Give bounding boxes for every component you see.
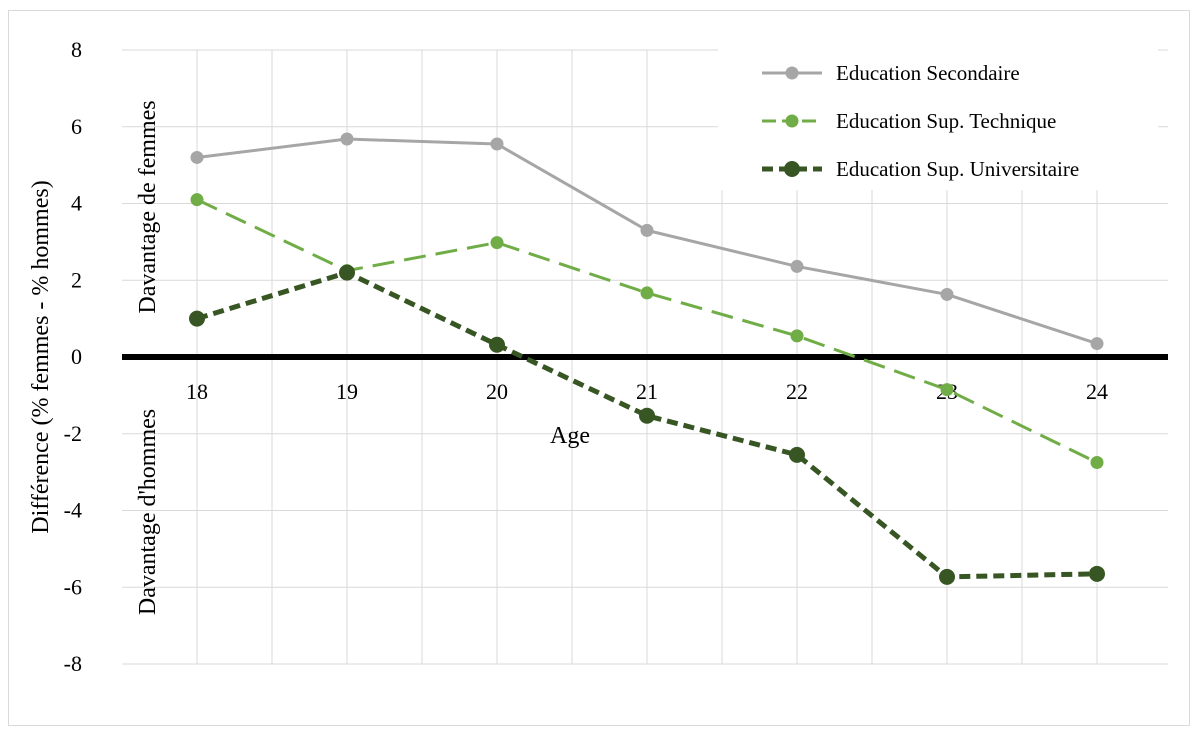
data-point (640, 286, 654, 300)
annotation-more-men: Davantage d'hommes (135, 409, 161, 615)
y-tick-label: 8 (71, 37, 82, 62)
y-tick-label: 2 (71, 267, 82, 292)
y-tick-label: 6 (71, 114, 82, 139)
legend-label: Education Secondaire (836, 61, 1020, 85)
annotation-more-women: Davantage de femmes (135, 100, 161, 313)
legend: Education Secondaire Education Sup. Techn… (718, 42, 1158, 190)
x-tick-label: 22 (786, 379, 808, 404)
x-tick-label: 24 (1086, 379, 1108, 404)
data-point (640, 223, 654, 237)
x-tick-label: 18 (186, 379, 208, 404)
data-point (1090, 456, 1104, 470)
y-tick-labels: -8 -6 -4 -2 0 2 4 6 8 (64, 37, 82, 676)
y-tick-label: 4 (71, 191, 82, 216)
data-point (190, 150, 204, 164)
y-tick-label: -6 (64, 574, 82, 599)
data-point (790, 259, 804, 273)
x-tick-labels: 18192021222324 (186, 379, 1108, 404)
data-point (189, 310, 205, 327)
data-point (939, 568, 955, 585)
legend-item: Education Sup. Technique (762, 109, 1056, 133)
legend-label: Education Sup. Universitaire (836, 157, 1079, 181)
legend-item: Education Sup. Universitaire (762, 157, 1079, 181)
data-point (1089, 565, 1105, 582)
data-point (190, 193, 204, 207)
data-point (790, 329, 804, 343)
legend-swatch-marker (785, 66, 799, 80)
data-point (639, 407, 655, 424)
y-tick-label: 0 (71, 344, 82, 369)
series-1 (190, 132, 1104, 351)
legend-swatch-marker (784, 161, 800, 177)
data-point (1090, 337, 1104, 351)
legend-label: Education Sup. Technique (836, 109, 1056, 133)
data-point (940, 383, 954, 397)
data-point (940, 287, 954, 301)
data-point (489, 336, 505, 353)
series-lines (189, 132, 1105, 585)
x-tick-label: 21 (636, 379, 658, 404)
data-point (490, 137, 504, 151)
series-3 (189, 264, 1105, 585)
legend-item: Education Secondaire (762, 61, 1020, 85)
y-tick-label: -4 (64, 498, 82, 523)
y-tick-label: -2 (64, 421, 82, 446)
x-tick-label: 20 (486, 379, 508, 404)
y-tick-label: -8 (64, 651, 82, 676)
data-point (490, 236, 504, 250)
data-point (339, 264, 355, 281)
y-axis-title: Différence (% femmes - % hommes) (28, 180, 54, 533)
data-point (340, 132, 354, 146)
x-tick-label: 19 (336, 379, 358, 404)
data-point (789, 446, 805, 463)
x-axis-title: Age (550, 423, 590, 449)
legend-swatch-marker (785, 114, 799, 128)
